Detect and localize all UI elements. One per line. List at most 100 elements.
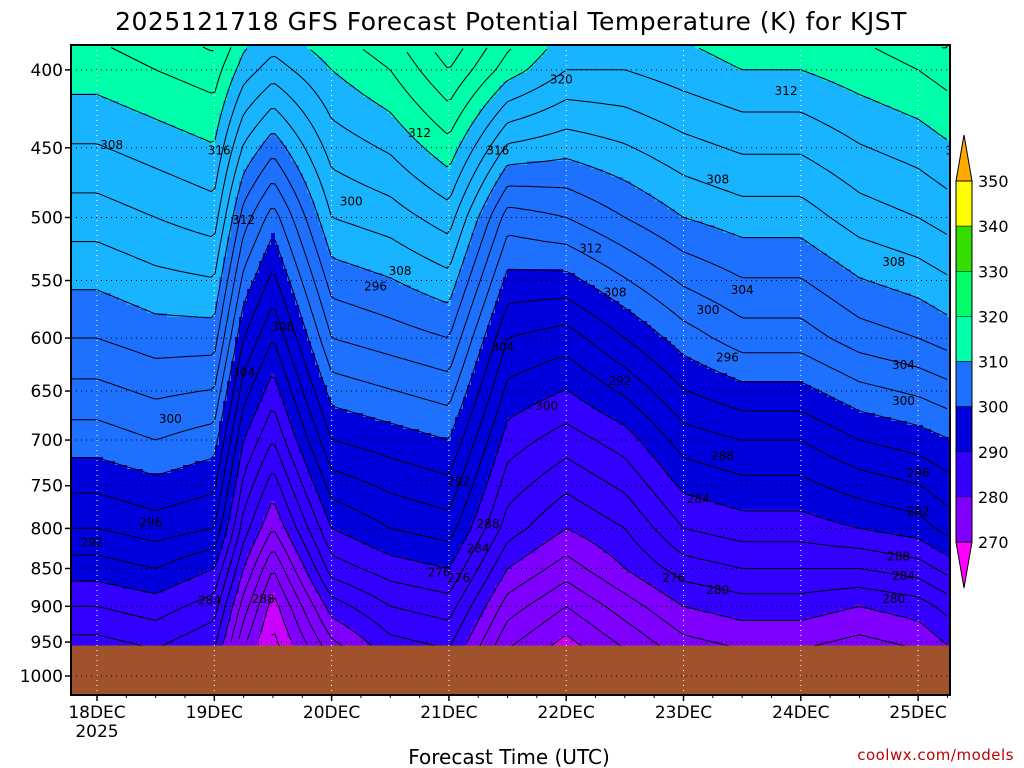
contour-label: 316 — [208, 144, 231, 158]
x-axis: 18DEC 19DEC 20DEC 21DEC 22DEC 23DEC 24DEC 25DEC… — [68, 695, 948, 742]
contour-label: 312 — [579, 241, 602, 255]
colorbar-label: 330 — [978, 262, 1009, 281]
contour-320 — [434, 48, 464, 69]
contour-label: 300 — [535, 399, 558, 413]
y-tick-label: 900 — [31, 597, 63, 617]
contour-label: 300 — [892, 394, 915, 408]
contour-label: 296 — [907, 466, 930, 480]
contour-308 — [71, 108, 948, 278]
ground-surface — [71, 645, 950, 695]
colorbar-band — [955, 225, 973, 272]
y-tick-label: 850 — [31, 559, 63, 579]
contour-276 — [246, 572, 624, 649]
contour-label: 288 — [252, 592, 275, 606]
contour-300 — [71, 207, 948, 441]
contour-298 — [71, 238, 948, 476]
contour-288 — [71, 409, 948, 621]
x-tick-label: 19DEC — [186, 703, 243, 723]
contour-label: 312 — [408, 126, 431, 140]
contour-312 — [71, 55, 948, 201]
contour-label: 284 — [687, 492, 710, 506]
contour-label: 312 — [946, 144, 969, 158]
contour-302 — [71, 182, 948, 400]
y-tick-label: 600 — [31, 329, 63, 349]
grid-lines — [71, 45, 950, 695]
contour-label: 288 — [477, 517, 500, 531]
colorbar-band — [955, 316, 973, 362]
colorbar-label: 290 — [978, 443, 1009, 462]
contour-label: 276 — [662, 571, 685, 585]
x-tick-label: 21DEC — [420, 703, 477, 723]
contour-310 — [71, 83, 948, 238]
contour-label: 304 — [491, 340, 514, 354]
contour-label: 292 — [907, 505, 930, 519]
contour-label: 308 — [604, 285, 627, 299]
contour-label: 300 — [340, 194, 363, 208]
contour-282 — [222, 503, 948, 649]
contour-label: 312 — [232, 213, 255, 227]
colorbar: 270 280 290 300 310 320 330 340 350 — [955, 134, 1009, 589]
contour-label: 312 — [775, 84, 798, 98]
colorbar-band — [955, 180, 973, 227]
y-axis: 2503003504004505005506006507007508008509… — [20, 61, 71, 687]
y-tick-label: 450 — [31, 139, 63, 159]
colorbar-label: 340 — [978, 217, 1009, 236]
contour-label: 304 — [232, 365, 255, 379]
y-tick-label: 950 — [31, 633, 63, 653]
contour-306 — [71, 133, 948, 319]
contour-label: 304 — [892, 358, 915, 372]
colorbar-label: 320 — [978, 307, 1009, 326]
colorbar-label: 310 — [978, 353, 1009, 372]
contour-label: 316 — [486, 144, 509, 158]
y-tick-label: 700 — [31, 431, 63, 451]
y-tick-label: 800 — [31, 519, 63, 539]
contour-label: 284 — [892, 569, 915, 583]
contour-280 — [230, 531, 916, 650]
plot-frame — [70, 44, 951, 696]
contour-284 — [214, 473, 948, 650]
chart-title: 2025121718 GFS Forecast Potential Temper… — [115, 7, 907, 36]
colorbar-band — [955, 496, 973, 543]
contour-label: 288 — [711, 449, 734, 463]
credit-link[interactable]: coolwx.com/models — [857, 746, 1014, 764]
contour-label: 280 — [706, 583, 729, 597]
colorbar-label: 280 — [978, 488, 1009, 507]
contour-label: 308 — [882, 255, 905, 269]
y-tick-label: 1000 — [20, 667, 63, 687]
contour-label: 316 — [941, 38, 964, 52]
contour-label: 308 — [706, 172, 729, 186]
contour-label: 296 — [364, 280, 387, 294]
colorbar-band — [955, 271, 973, 317]
y-tick-label: 750 — [31, 477, 63, 497]
contour-label: 320 — [550, 73, 573, 87]
contour-label: 284 — [198, 593, 221, 607]
contour-label: 292 — [81, 535, 104, 549]
contour-label: 292 — [609, 374, 632, 388]
contour-label: 300 — [696, 303, 719, 317]
contour-274 — [258, 597, 584, 650]
contour-296 — [71, 273, 948, 512]
contour-label: 284 — [467, 542, 490, 556]
y-tick-label: 400 — [31, 61, 63, 81]
contour-label: 276 — [428, 565, 451, 579]
contour-label: 288 — [887, 550, 910, 564]
contour-label: 292 — [447, 474, 470, 488]
contour-label: 304 — [731, 283, 754, 297]
x-tick-label: 24DEC — [772, 703, 829, 723]
contour-label: 308 — [389, 264, 412, 278]
contour-278 — [238, 551, 664, 649]
contour-label: 280 — [882, 592, 905, 606]
colorbar-arrow-top — [955, 134, 973, 182]
contour-290 — [71, 375, 948, 595]
contour-304 — [71, 158, 948, 359]
x-tick-label: 20DEC — [303, 703, 360, 723]
colorbar-band — [955, 451, 973, 498]
contour-label: 300 — [159, 412, 182, 426]
contour-label: 276 — [447, 571, 470, 585]
contour-label: 296 — [716, 351, 739, 365]
contour-label: 296 — [139, 516, 162, 530]
y-tick-label: 650 — [31, 382, 63, 402]
x-tick-label: 22DEC — [538, 703, 595, 723]
contour-272 — [270, 633, 280, 646]
